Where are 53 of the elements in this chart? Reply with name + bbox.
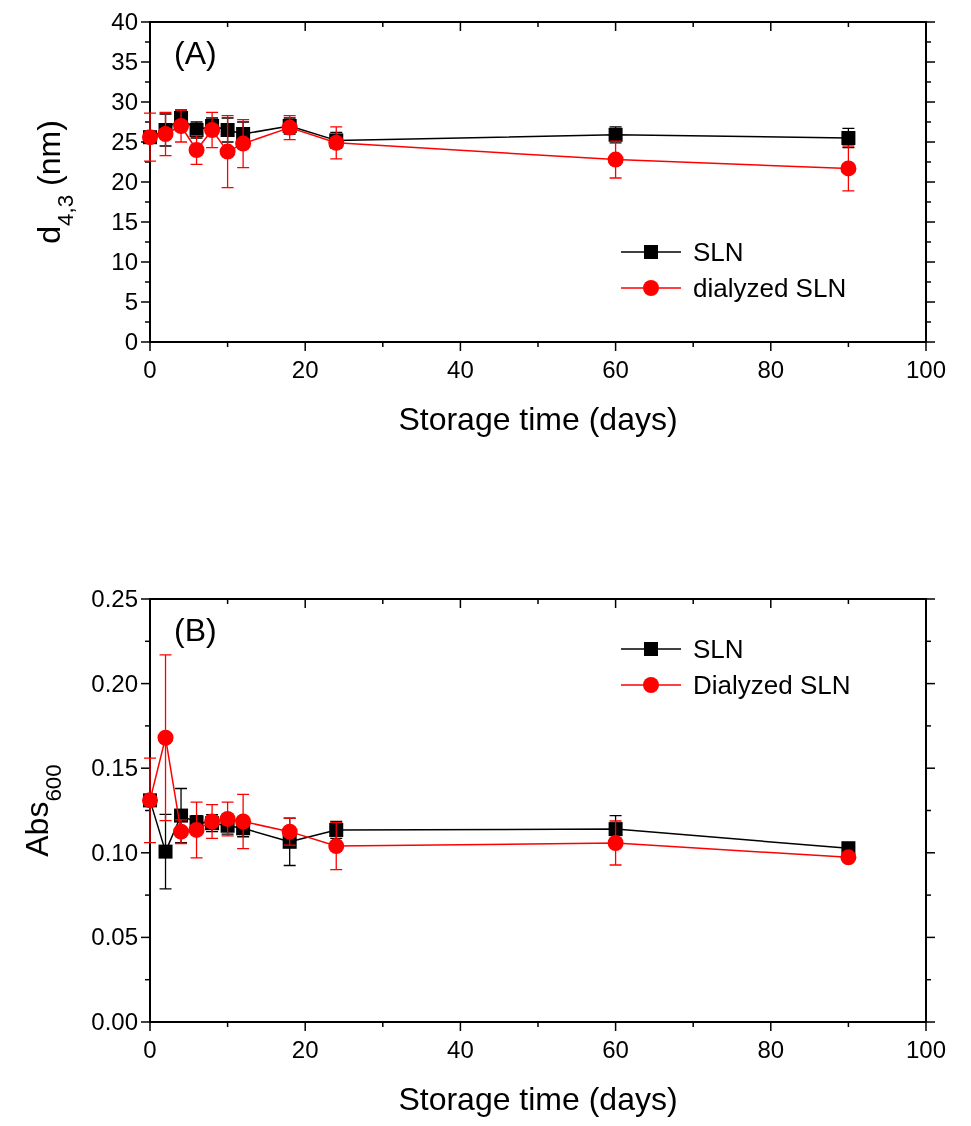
x-tick-label: 100 [905,1036,947,1063]
y-tick-label: 0.05 [91,923,138,951]
point [235,813,252,830]
x-tick-label: 20 [291,356,319,383]
point [157,729,174,746]
point [281,823,298,840]
point [157,126,174,142]
x-tick-label: 80 [757,1036,785,1063]
point [188,821,205,838]
x-axis-title: Storage time (days) [398,401,678,437]
point [607,834,624,851]
y-tick-label: 0 [124,328,138,355]
y-tick-label: 35 [111,48,138,75]
point [608,822,623,837]
x-tick-label: 60 [602,1036,629,1063]
y-tick-label: 0.00 [91,1008,138,1035]
point [840,849,857,866]
x-tick-label: 0 [143,356,157,383]
point [220,123,235,137]
y-tick-label: 20 [111,168,138,195]
x-axis-title: Storage time (days) [398,1081,678,1117]
x-tick-label: 80 [757,356,785,383]
annotation: (B) [174,612,217,648]
y-tick-label: 30 [111,88,138,115]
y-tick-label: 25 [111,128,138,155]
y-tick-label: 0.15 [91,754,138,782]
point [219,143,236,160]
x-tick-label: 20 [291,1036,319,1063]
x-tick-label: 60 [602,356,629,383]
point [840,160,857,177]
x-tick-label: 0 [143,1036,157,1063]
y-tick-label: 5 [124,288,138,315]
point [328,838,345,855]
x-tick-label: 40 [447,356,474,383]
point [188,142,205,158]
y-tick-label: 0.20 [91,669,138,697]
y-tick-label: 0.25 [91,585,138,612]
point [607,151,624,168]
annotation: (A) [174,35,217,71]
point [173,823,190,840]
x-tick-label: 100 [905,356,947,383]
legend-label: SLN [693,634,744,664]
y-tick-label: 40 [111,8,138,35]
point [158,844,173,859]
y-tick-label: 0.10 [91,838,138,866]
point [173,118,190,134]
x-tick-label: 40 [447,1036,474,1063]
legend-label: SLN [693,237,744,267]
y-tick-label: 10 [111,248,138,275]
legend-label: Dialyzed SLN [693,670,851,700]
point [235,135,252,152]
y-tick-label: 15 [111,208,138,235]
legend-label: dialyzed SLN [693,273,847,303]
